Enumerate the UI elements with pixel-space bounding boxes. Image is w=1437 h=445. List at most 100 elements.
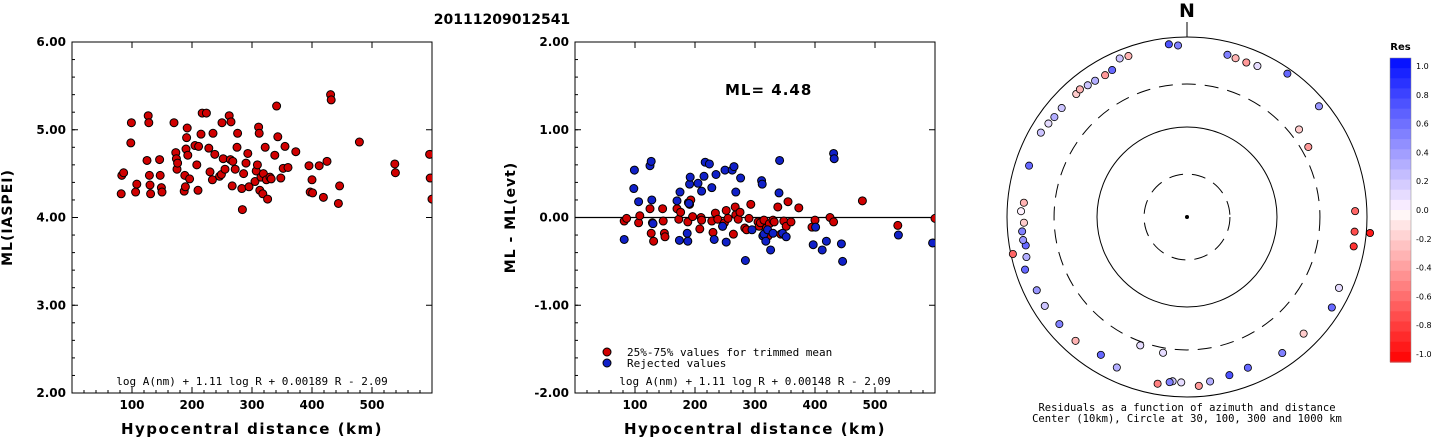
data-point <box>747 225 757 235</box>
colorbar-segment <box>1390 199 1411 211</box>
p1-xlabel: Hypocentral distance (km) <box>121 420 383 438</box>
p1-xtick-label: 100 <box>119 398 144 412</box>
station-residual <box>1334 283 1343 292</box>
range-ring-30km <box>1143 173 1231 261</box>
colorbar-segment <box>1390 321 1411 333</box>
station-residual <box>1136 341 1145 350</box>
data-point <box>757 179 767 189</box>
data-point <box>811 222 821 232</box>
colorbar-segment <box>1390 230 1411 241</box>
p2-ytick-label: 2.00 <box>539 35 569 49</box>
p2-points <box>619 148 935 266</box>
data-point <box>773 202 783 212</box>
data-point <box>126 138 136 148</box>
data-point <box>735 207 745 217</box>
station-residual <box>1075 85 1084 94</box>
data-point <box>622 213 632 223</box>
data-point <box>307 175 317 185</box>
p2-ytick-label: -2.00 <box>534 386 569 400</box>
data-point <box>270 150 280 160</box>
data-point <box>721 205 731 215</box>
data-point <box>239 169 249 179</box>
data-point <box>709 234 719 244</box>
data-point <box>126 118 136 128</box>
colorbar-segment <box>1390 179 1411 191</box>
data-point <box>208 128 218 138</box>
data-point <box>781 232 791 242</box>
data-point <box>182 123 192 133</box>
station-residual <box>1019 236 1028 245</box>
station-residual <box>1242 58 1251 67</box>
data-point <box>144 118 154 128</box>
colorbar-tick-label: 0.6 <box>1416 120 1429 129</box>
station-residual <box>1283 69 1292 78</box>
colorbar-segment <box>1390 169 1411 181</box>
station-residual <box>1314 102 1323 111</box>
station-residual <box>1019 218 1028 227</box>
data-point <box>272 101 282 111</box>
p2-xtick-label: 300 <box>742 398 767 412</box>
data-point <box>658 216 668 226</box>
p1-points <box>116 90 432 215</box>
data-point <box>775 155 785 165</box>
station-residual <box>1304 142 1313 151</box>
colorbar-segment <box>1390 220 1411 231</box>
colorbar-tick-label: 0.8 <box>1416 91 1429 100</box>
station-residual <box>1159 348 1168 357</box>
colorbar-tick-label: -0.4 <box>1416 264 1432 273</box>
station-residual <box>1206 377 1215 386</box>
p2-ytick-label: 1.00 <box>539 123 569 137</box>
colorbar-segment <box>1390 291 1411 302</box>
station-residual <box>1225 371 1234 380</box>
p1-ylabel: ML(IASPEI) <box>0 169 16 266</box>
station-residual <box>1101 71 1110 80</box>
p1-ytick-label: 6.00 <box>36 35 66 49</box>
data-point <box>250 177 260 187</box>
data-point <box>283 162 293 172</box>
data-point <box>291 147 301 157</box>
p2-ytick-label: 0.00 <box>539 211 569 225</box>
station-residual <box>1021 265 1030 274</box>
colorbar-tick-label: 1.0 <box>1416 62 1429 71</box>
data-point <box>697 186 707 196</box>
station-residual <box>1164 40 1173 49</box>
station-residual <box>1153 379 1162 388</box>
p1-ytick-label: 3.00 <box>36 298 66 312</box>
data-point <box>676 207 686 217</box>
data-point <box>280 141 290 151</box>
p2-formula: log A(nm) + 1.11 log R + 0.00148 R - 2.0… <box>619 375 891 388</box>
data-point <box>326 95 336 105</box>
colorbar-tick-label: 0.4 <box>1416 148 1429 157</box>
range-ring-100km <box>1096 126 1278 308</box>
data-point <box>425 173 432 183</box>
colorbar-segment <box>1390 280 1411 292</box>
p1-xtick-label: 300 <box>239 398 264 412</box>
data-point <box>142 155 152 165</box>
figure-title: 20111209012541 <box>434 12 570 28</box>
data-point <box>794 203 804 213</box>
station-residual <box>1032 286 1041 295</box>
colorbar-segment <box>1390 341 1411 353</box>
p2-xtick-label: 400 <box>802 398 827 412</box>
colorbar-tick-label: -0.2 <box>1416 235 1432 244</box>
data-point <box>155 170 165 180</box>
data-point <box>647 195 657 205</box>
data-point <box>157 187 167 197</box>
data-point <box>697 215 707 225</box>
data-point <box>173 158 183 168</box>
data-point <box>116 189 126 199</box>
data-point <box>201 108 211 118</box>
data-point <box>683 236 693 246</box>
residual-vs-distance-plot: 100 200 300 400 500 -2.00 -1.00 0.00 1.00 2.00 Hyp… <box>503 35 936 438</box>
data-point <box>836 239 846 249</box>
colorbar-segment <box>1390 311 1411 323</box>
data-point <box>390 168 400 178</box>
station-residual <box>1327 303 1336 312</box>
data-point <box>254 128 264 138</box>
colorbar-segment <box>1390 240 1411 252</box>
azimuth-residual-map: N Residuals as a function of azimuth and … <box>1006 0 1432 425</box>
data-point <box>930 213 935 223</box>
station-residual <box>1057 104 1066 113</box>
station-residual <box>1091 76 1100 85</box>
